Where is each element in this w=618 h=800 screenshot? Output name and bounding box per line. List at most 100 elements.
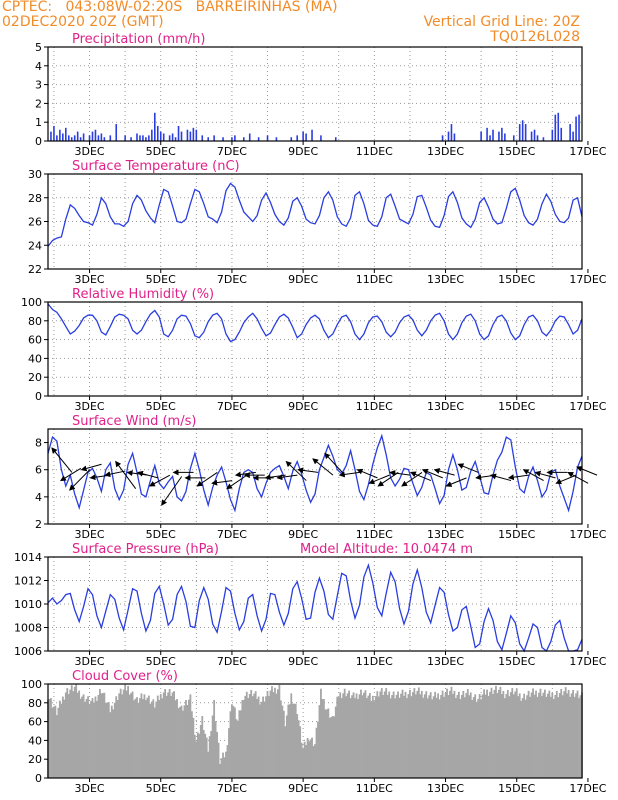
cloud-ytick-label: 40 [28,734,42,747]
precip-bar [115,124,118,141]
wind-point [150,480,151,481]
cloud-bar [429,692,432,778]
temp-point [243,211,245,213]
rh-line [47,303,583,343]
pressure-point [305,618,307,620]
rh-point [239,331,240,333]
cloud-bar [290,693,293,778]
rh-point [199,337,200,339]
rh-point [350,321,351,323]
cloud-bar [256,699,259,778]
cloud-bar [219,763,221,778]
rh-point [550,329,552,331]
cloud-panel: 0 20 40 60 80 100 3DEC 5DEC 7DEC 9DEC 11DEC 13DEC 15… [21,669,607,795]
cloud-bar [137,702,140,778]
pressure-point [252,594,253,595]
rh-point [265,335,267,337]
pressure-point [443,591,445,593]
wind-arrow [507,474,529,481]
rh-point [372,316,374,318]
wind-point [96,477,98,479]
temp-point [354,195,356,196]
cloud-bar [323,699,325,778]
cloud-bar [530,692,533,778]
cloud-bar [527,690,530,778]
wind-point [488,493,489,495]
cloud-bar [367,695,370,778]
wind-point [359,491,360,492]
cloud-bar [285,715,288,778]
temp-point [488,206,489,208]
temp-point [421,195,423,196]
rh-point [185,315,187,317]
cloud-bar [484,694,487,778]
pressure-point [78,621,80,622]
wind-point [394,485,396,487]
rh-point [514,339,516,340]
pressure-point [390,571,391,573]
precip-bar [296,135,298,141]
wind-point [514,466,516,468]
cloud-bar [512,694,515,778]
rh-point [506,320,507,322]
pressure-point [537,627,538,628]
wind-ytick-label: 8 [35,437,42,450]
cloud-bar [251,696,254,778]
temp-point [52,240,53,241]
pressure-ytick-label: 1006 [14,645,42,658]
temp-point [163,189,164,190]
cloud-bar [371,695,374,778]
cloud-bar [165,695,168,778]
temp-point [377,225,378,227]
precip-bar [302,131,304,141]
precip-bar [168,135,171,141]
cloud-bar [101,693,104,778]
cloud-bar [198,733,201,778]
precip-bar [305,133,307,141]
wind-point [123,489,124,491]
temp-point [332,199,334,201]
wind-point [136,472,138,473]
temp-point [252,221,253,222]
cloud-bar [214,721,217,778]
cloud-bar [272,692,275,778]
cloud-bar [478,694,481,778]
wind-point [261,496,262,498]
cloud-bar [145,699,147,778]
pressure-point [69,593,71,594]
rh-point [207,321,209,323]
rh-ytick-label: 0 [35,390,42,403]
cloud-bar [222,752,224,778]
cloud-bar [293,703,296,778]
cloud-bar [150,701,153,778]
pressure-point [118,617,120,619]
cloud-bar [379,691,382,778]
cloud-bar [121,694,124,778]
temp-point [514,187,516,189]
rh-point [288,317,289,319]
cloud-bar [502,690,505,778]
wind-point [145,496,147,498]
precip-bar [70,137,73,141]
rh-point [563,316,565,318]
pressure-point [336,595,338,597]
cloud-bar [201,715,204,778]
cloud-bar [217,742,220,778]
cloud-bar [271,686,273,778]
temp-point [83,221,84,222]
wind-point [141,493,142,495]
cloud-bar [254,691,257,778]
cloud-xtick-label: 9DEC [288,782,318,795]
temp-xtick-label: 9DEC [288,273,318,286]
cloud-bar [352,692,355,778]
rh-point [488,335,489,337]
temp-title: Surface Temperature (nC) [72,159,240,174]
rh-point [412,319,414,321]
cloud-bar [388,691,391,778]
temp-point [225,190,227,191]
cloud-bar [499,686,502,778]
cloud-bar [91,698,94,778]
precip-bar [311,129,313,141]
cloud-bar [315,727,318,778]
temp-point [319,215,320,216]
